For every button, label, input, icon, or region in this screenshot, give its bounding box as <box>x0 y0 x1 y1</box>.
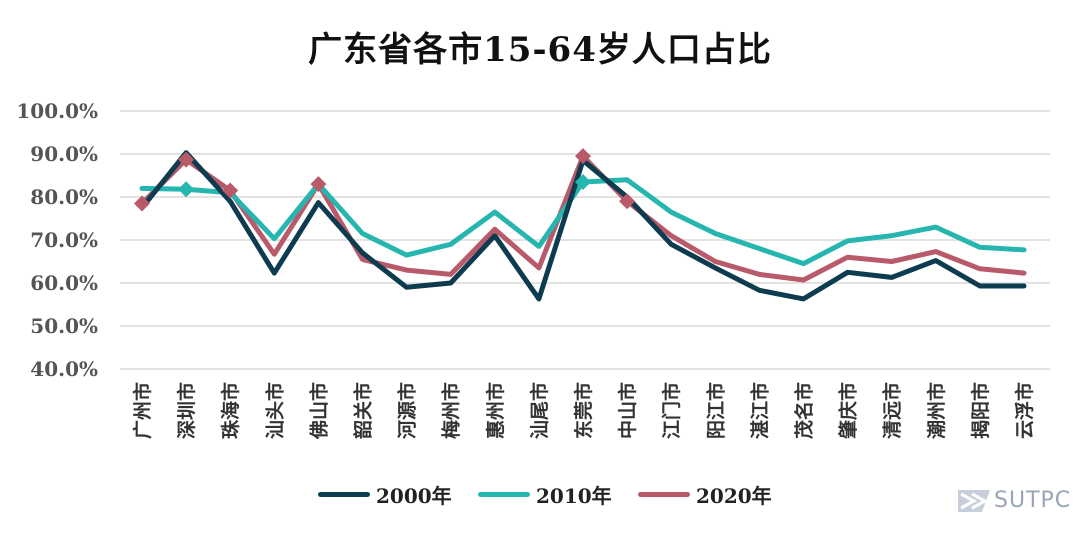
x-tick-label: 阳江市 <box>704 382 727 439</box>
watermark: SUTPC <box>958 488 1071 513</box>
y-tick-label: 50.0% <box>30 314 98 338</box>
grid-lines <box>120 110 1050 370</box>
legend-label-2020: 2020年 <box>696 484 772 508</box>
x-tick-label: 惠州市 <box>484 382 507 439</box>
x-tick-label: 云浮市 <box>1013 382 1036 439</box>
x-tick-label: 河源市 <box>396 382 419 439</box>
series-markers <box>134 148 636 212</box>
legend-label-2010: 2010年 <box>536 484 612 508</box>
x-tick-label: 梅州市 <box>440 382 463 439</box>
legend-item-2020: 2020年 <box>638 480 772 509</box>
data-point-marker <box>134 195 150 212</box>
x-tick-label: 江门市 <box>660 382 683 439</box>
legend-swatch-2010 <box>478 492 530 497</box>
x-tick-label: 汕头市 <box>263 382 286 439</box>
legend-swatch-2020 <box>638 492 690 497</box>
watermark-text: SUTPC <box>994 488 1072 513</box>
y-tick-label: 100.0% <box>16 99 98 123</box>
x-tick-label: 广州市 <box>131 382 154 439</box>
logo-icon <box>958 489 990 512</box>
data-point-marker <box>178 181 195 198</box>
x-tick-label: 湛江市 <box>748 382 771 439</box>
data-point-marker <box>178 151 195 168</box>
legend-swatch-2000 <box>318 492 370 497</box>
x-tick-label: 潮州市 <box>925 382 948 439</box>
legend-label-2000: 2000年 <box>376 484 452 508</box>
data-point-marker <box>619 193 636 210</box>
x-tick-label: 中山市 <box>616 382 639 439</box>
x-tick-label: 珠海市 <box>219 382 242 439</box>
x-tick-label: 东莞市 <box>572 382 595 439</box>
legend-item-2010: 2010年 <box>478 480 612 509</box>
y-tick-label: 90.0% <box>30 142 98 166</box>
x-tick-label: 深圳市 <box>175 382 198 439</box>
y-axis-ticks: 100.0% 90.0% 80.0% 70.0% 60.0% 50.0% 40.0% <box>16 99 98 381</box>
x-tick-label: 汕尾市 <box>528 382 551 439</box>
data-point-marker <box>310 176 327 193</box>
y-tick-label: 40.0% <box>30 357 98 381</box>
chart-title: 广东省各市15-64岁人口占比 <box>308 30 772 70</box>
data-point-marker <box>575 148 591 165</box>
legend-item-2000: 2000年 <box>318 480 452 509</box>
x-tick-label: 肇庆市 <box>837 382 860 439</box>
x-tick-label: 清远市 <box>881 382 904 439</box>
data-point-marker <box>222 182 239 199</box>
x-axis-ticks: 广州市 深圳市 珠海市 汕头市 佛山市 韶关市 河源市 梅州市 惠州市 汕尾市 东莞市 中山市 江门市阳… <box>131 382 1036 440</box>
y-tick-label: 60.0% <box>30 271 98 295</box>
x-tick-label: 揭阳市 <box>969 382 992 439</box>
x-tick-label: 韶关市 <box>352 382 375 439</box>
chart-legend: 2000年 2010年 2020年 <box>0 480 1080 510</box>
x-tick-label: 茂名市 <box>793 382 816 439</box>
y-tick-label: 80.0% <box>30 185 98 209</box>
data-point-marker <box>575 173 591 190</box>
y-tick-label: 70.0% <box>30 228 98 252</box>
x-tick-label: 佛山市 <box>307 382 330 440</box>
